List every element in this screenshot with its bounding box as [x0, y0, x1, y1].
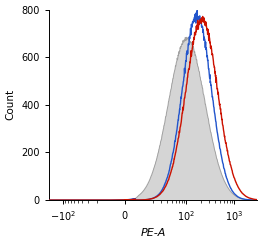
X-axis label: PE-A: PE-A: [140, 228, 166, 238]
Y-axis label: Count: Count: [6, 89, 16, 120]
